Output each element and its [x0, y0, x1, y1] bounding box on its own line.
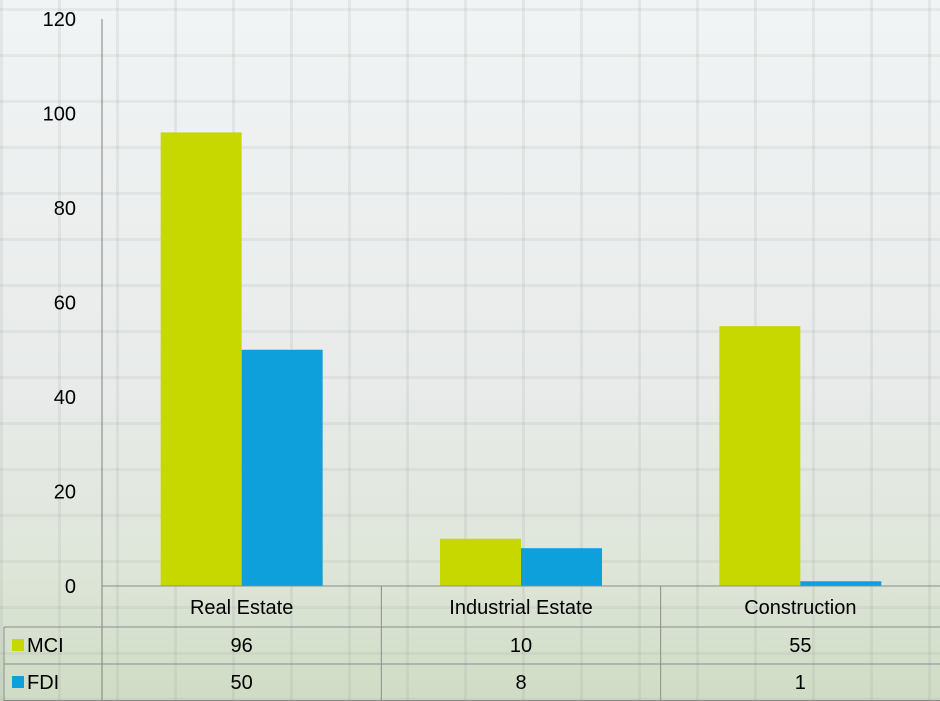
bar-mci-2	[719, 326, 801, 586]
bar-fdi-0	[241, 349, 323, 586]
table-value: 10	[510, 635, 532, 657]
data-table: Real Estate Industrial Estate Construction…	[3, 585, 940, 701]
table-value: 55	[789, 635, 811, 657]
category-label: Construction	[744, 597, 856, 619]
y-tick-label: 80	[54, 198, 76, 220]
legend-key-mci	[12, 639, 24, 651]
y-tick-label: 60	[54, 293, 76, 315]
bar-fdi-1	[521, 548, 602, 586]
y-tick-label: 0	[65, 576, 76, 598]
category-label: Industrial Estate	[449, 597, 592, 619]
bar-mci-0	[160, 132, 242, 586]
y-tick-label: 100	[43, 104, 76, 126]
y-tick-label: 20	[54, 482, 76, 504]
category-label: Real Estate	[190, 597, 293, 619]
series-name: FDI	[27, 672, 59, 694]
table-value: 1	[795, 672, 806, 694]
table-value: 50	[231, 672, 253, 694]
y-axis: 0 20 40 60 80 100 120	[43, 9, 103, 701]
bars	[160, 132, 882, 586]
y-tick-label: 40	[54, 387, 76, 409]
bar-mci-1	[440, 538, 521, 586]
legend-key-fdi	[12, 676, 24, 688]
bar-fdi-2	[800, 581, 882, 586]
table-value: 8	[515, 672, 526, 694]
y-tick-label: 120	[43, 9, 76, 31]
series-name: MCI	[27, 635, 64, 657]
table-value: 96	[231, 635, 253, 657]
